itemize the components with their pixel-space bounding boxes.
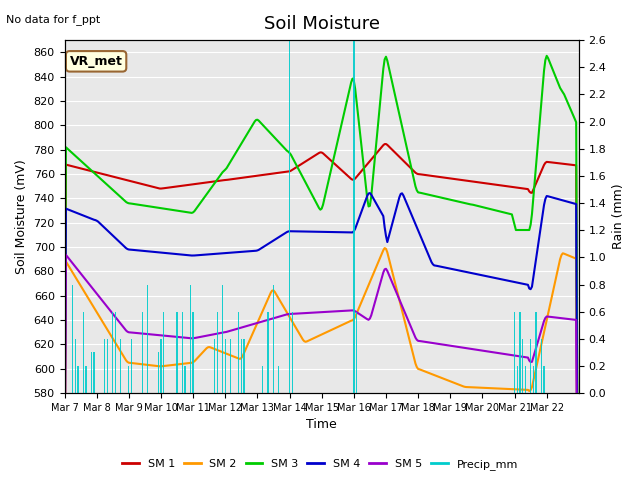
Title: Soil Moisture: Soil Moisture xyxy=(264,15,380,33)
Bar xyxy=(356,312,357,393)
Bar xyxy=(160,339,162,393)
Bar xyxy=(77,366,79,393)
Bar xyxy=(182,312,183,393)
Bar xyxy=(230,339,231,393)
Bar xyxy=(120,339,122,393)
Bar xyxy=(238,312,239,393)
Bar xyxy=(532,366,534,393)
Bar xyxy=(268,312,269,393)
Bar xyxy=(128,366,129,393)
Bar xyxy=(543,366,545,393)
Bar xyxy=(107,339,108,393)
Bar xyxy=(535,312,537,393)
Bar xyxy=(292,312,293,393)
Bar xyxy=(214,339,215,393)
Bar xyxy=(177,312,178,393)
Bar xyxy=(243,339,244,393)
Bar xyxy=(115,312,116,393)
Bar xyxy=(72,285,73,393)
Bar xyxy=(278,366,280,393)
Bar xyxy=(93,352,95,393)
Bar xyxy=(91,352,92,393)
Bar xyxy=(541,339,542,393)
Bar xyxy=(75,339,76,393)
Bar xyxy=(525,366,526,393)
Bar xyxy=(104,339,106,393)
Bar xyxy=(516,366,518,393)
Bar xyxy=(189,285,191,393)
Legend: SM 1, SM 2, SM 3, SM 4, SM 5, Precip_mm: SM 1, SM 2, SM 3, SM 4, SM 5, Precip_mm xyxy=(118,455,522,474)
Bar xyxy=(519,312,520,393)
Bar xyxy=(157,352,159,393)
Bar xyxy=(241,339,242,393)
Bar xyxy=(225,339,226,393)
Y-axis label: Rain (mm): Rain (mm) xyxy=(612,184,625,250)
Bar xyxy=(141,312,143,393)
Bar xyxy=(85,366,86,393)
Bar xyxy=(193,312,194,393)
Bar xyxy=(262,366,264,393)
Bar xyxy=(184,366,186,393)
Bar xyxy=(530,339,531,393)
Bar xyxy=(147,285,148,393)
Bar xyxy=(273,285,274,393)
X-axis label: Time: Time xyxy=(307,419,337,432)
Bar xyxy=(131,339,132,393)
Text: No data for f_ppt: No data for f_ppt xyxy=(6,14,100,25)
Bar xyxy=(216,312,218,393)
Bar xyxy=(112,312,113,393)
Bar xyxy=(289,40,290,393)
Bar xyxy=(522,339,524,393)
Y-axis label: Soil Moisture (mV): Soil Moisture (mV) xyxy=(15,159,28,274)
Text: VR_met: VR_met xyxy=(70,55,122,68)
Bar xyxy=(353,40,355,393)
Bar xyxy=(163,312,164,393)
Bar xyxy=(514,312,515,393)
Bar xyxy=(222,285,223,393)
Bar xyxy=(83,312,84,393)
